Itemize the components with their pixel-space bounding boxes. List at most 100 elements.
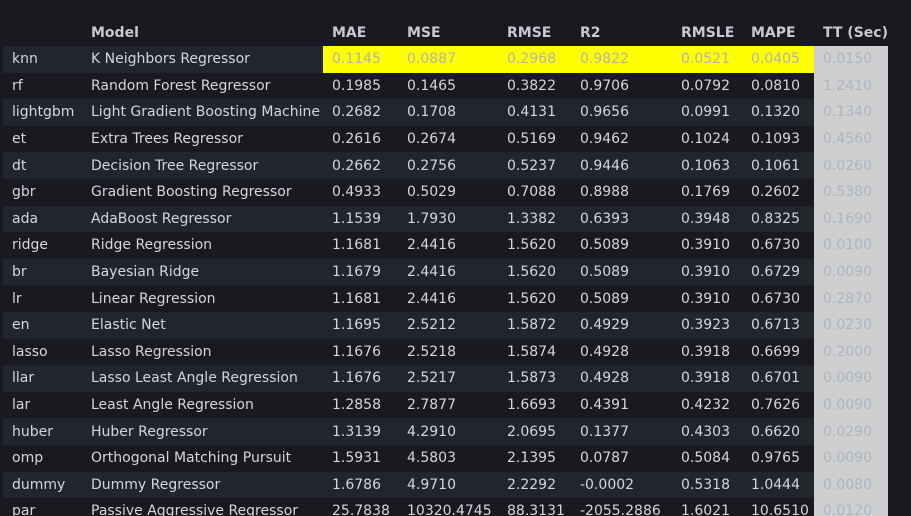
table-row: lr Linear Regression 1.1681 2.4416 1.5620 0.5… — [3, 285, 888, 312]
cell-mape: 0.6620 — [742, 418, 814, 445]
cell-mae: 0.2662 — [323, 152, 398, 179]
cell-r2: 0.4929 — [571, 311, 672, 339]
cell-r2: 0.8988 — [571, 178, 672, 206]
table-row: lightgbm Light Gradient Boosting Machine 0… — [3, 99, 888, 126]
cell-rmsle: 0.1769 — [672, 178, 742, 206]
cell-r2: 0.1377 — [571, 418, 672, 445]
model-comparison-table: Model MAE MSE RMSE R2 RMSLE MAPE TT (Sec) knn K … — [3, 20, 888, 516]
cell-r2: 0.4928 — [571, 338, 672, 366]
cell-tt: 0.2870 — [814, 285, 888, 312]
cell-rmsle: 0.0521 — [672, 46, 742, 73]
cell-mse: 0.2756 — [398, 152, 498, 179]
table-body: knn K Neighbors Regressor 0.1145 0.0887 0.29… — [3, 46, 888, 516]
cell-tt: 0.0150 — [814, 46, 888, 73]
cell-tt: 0.0260 — [814, 152, 888, 179]
cell-rmsle: 0.1063 — [672, 152, 742, 179]
cell-model: Extra Trees Regressor — [82, 125, 323, 153]
cell-mse: 0.1465 — [398, 72, 498, 100]
cell-model: AdaBoost Regressor — [82, 205, 323, 233]
cell-mape: 0.6699 — [742, 338, 814, 366]
cell-index: en — [3, 311, 82, 339]
header-mae: MAE — [323, 20, 398, 46]
cell-mae: 25.7838 — [323, 498, 398, 516]
header-r2: R2 — [571, 20, 672, 46]
cell-index: ada — [3, 205, 82, 233]
header-rmse: RMSE — [498, 20, 571, 46]
cell-rmsle: 0.3910 — [672, 232, 742, 259]
cell-r2: 0.9706 — [571, 72, 672, 100]
header-index — [3, 20, 82, 46]
table-row: ridge Ridge Regression 1.1681 2.4416 1.5620 0… — [3, 232, 888, 259]
cell-index: et — [3, 125, 82, 153]
cell-tt: 0.0090 — [814, 444, 888, 472]
cell-model: Dummy Regressor — [82, 471, 323, 499]
cell-rmse: 1.5872 — [498, 311, 571, 339]
cell-mse: 2.7877 — [398, 391, 498, 419]
cell-model: Bayesian Ridge — [82, 258, 323, 286]
cell-mae: 0.1145 — [323, 46, 398, 73]
cell-mse: 2.5218 — [398, 338, 498, 366]
cell-mae: 0.2616 — [323, 125, 398, 153]
table-row: en Elastic Net 1.1695 2.5212 1.5872 0.4929 0.3… — [3, 311, 888, 339]
table-row: lasso Lasso Regression 1.1676 2.5218 1.5874 0… — [3, 338, 888, 366]
cell-model: Random Forest Regressor — [82, 72, 323, 100]
cell-mae: 1.1681 — [323, 285, 398, 312]
cell-mape: 0.9765 — [742, 444, 814, 472]
cell-mape: 0.1061 — [742, 152, 814, 179]
cell-tt: 0.0100 — [814, 232, 888, 259]
cell-rmsle: 0.3910 — [672, 258, 742, 286]
cell-index: dt — [3, 152, 82, 179]
cell-rmsle: 0.3918 — [672, 365, 742, 392]
cell-mae: 1.2858 — [323, 391, 398, 419]
cell-rmse: 88.3131 — [498, 498, 571, 516]
cell-tt: 0.4560 — [814, 125, 888, 153]
cell-rmse: 1.5873 — [498, 365, 571, 392]
header-rmsle: RMSLE — [672, 20, 742, 46]
cell-mse: 4.2910 — [398, 418, 498, 445]
cell-mse: 2.4416 — [398, 258, 498, 286]
cell-model: Huber Regressor — [82, 418, 323, 445]
cell-r2: 0.5089 — [571, 258, 672, 286]
table-row: knn K Neighbors Regressor 0.1145 0.0887 0.29… — [3, 46, 888, 73]
header-model: Model — [82, 20, 323, 46]
cell-mse: 0.0887 — [398, 46, 498, 73]
cell-rmse: 2.0695 — [498, 418, 571, 445]
table-header: Model MAE MSE RMSE R2 RMSLE MAPE TT (Sec) — [3, 20, 888, 46]
cell-mae: 1.1539 — [323, 205, 398, 233]
cell-model: Passive Aggressive Regressor — [82, 498, 323, 516]
cell-mse: 2.4416 — [398, 232, 498, 259]
cell-r2: 0.9822 — [571, 46, 672, 73]
cell-r2: 0.9446 — [571, 152, 672, 179]
cell-r2: 0.6393 — [571, 205, 672, 233]
cell-mape: 0.2602 — [742, 178, 814, 206]
cell-tt: 0.0090 — [814, 258, 888, 286]
cell-rmse: 0.4131 — [498, 99, 571, 126]
cell-rmse: 1.5620 — [498, 285, 571, 312]
cell-model: Gradient Boosting Regressor — [82, 178, 323, 206]
cell-model: Elastic Net — [82, 311, 323, 339]
cell-mae: 1.5931 — [323, 444, 398, 472]
cell-index: lasso — [3, 338, 82, 366]
cell-mse: 2.4416 — [398, 285, 498, 312]
cell-rmse: 1.5620 — [498, 258, 571, 286]
cell-mae: 1.1695 — [323, 311, 398, 339]
cell-rmsle: 1.6021 — [672, 498, 742, 516]
table-row: dt Decision Tree Regressor 0.2662 0.2756 0.5… — [3, 152, 888, 179]
cell-model: Lasso Least Angle Regression — [82, 365, 323, 392]
cell-mae: 0.1985 — [323, 72, 398, 100]
cell-mape: 1.0444 — [742, 471, 814, 499]
table-row: rf Random Forest Regressor 0.1985 0.1465 0.3… — [3, 72, 888, 100]
cell-mse: 0.2674 — [398, 125, 498, 153]
cell-tt: 0.1690 — [814, 205, 888, 233]
cell-rmse: 1.5874 — [498, 338, 571, 366]
cell-r2: -0.0002 — [571, 471, 672, 499]
cell-mape: 0.6713 — [742, 311, 814, 339]
cell-mape: 0.0810 — [742, 72, 814, 100]
cell-mse: 10320.4745 — [398, 498, 498, 516]
cell-rmsle: 0.0792 — [672, 72, 742, 100]
cell-index: lar — [3, 391, 82, 419]
cell-mape: 0.0405 — [742, 46, 814, 73]
cell-index: llar — [3, 365, 82, 392]
cell-rmse: 1.5620 — [498, 232, 571, 259]
